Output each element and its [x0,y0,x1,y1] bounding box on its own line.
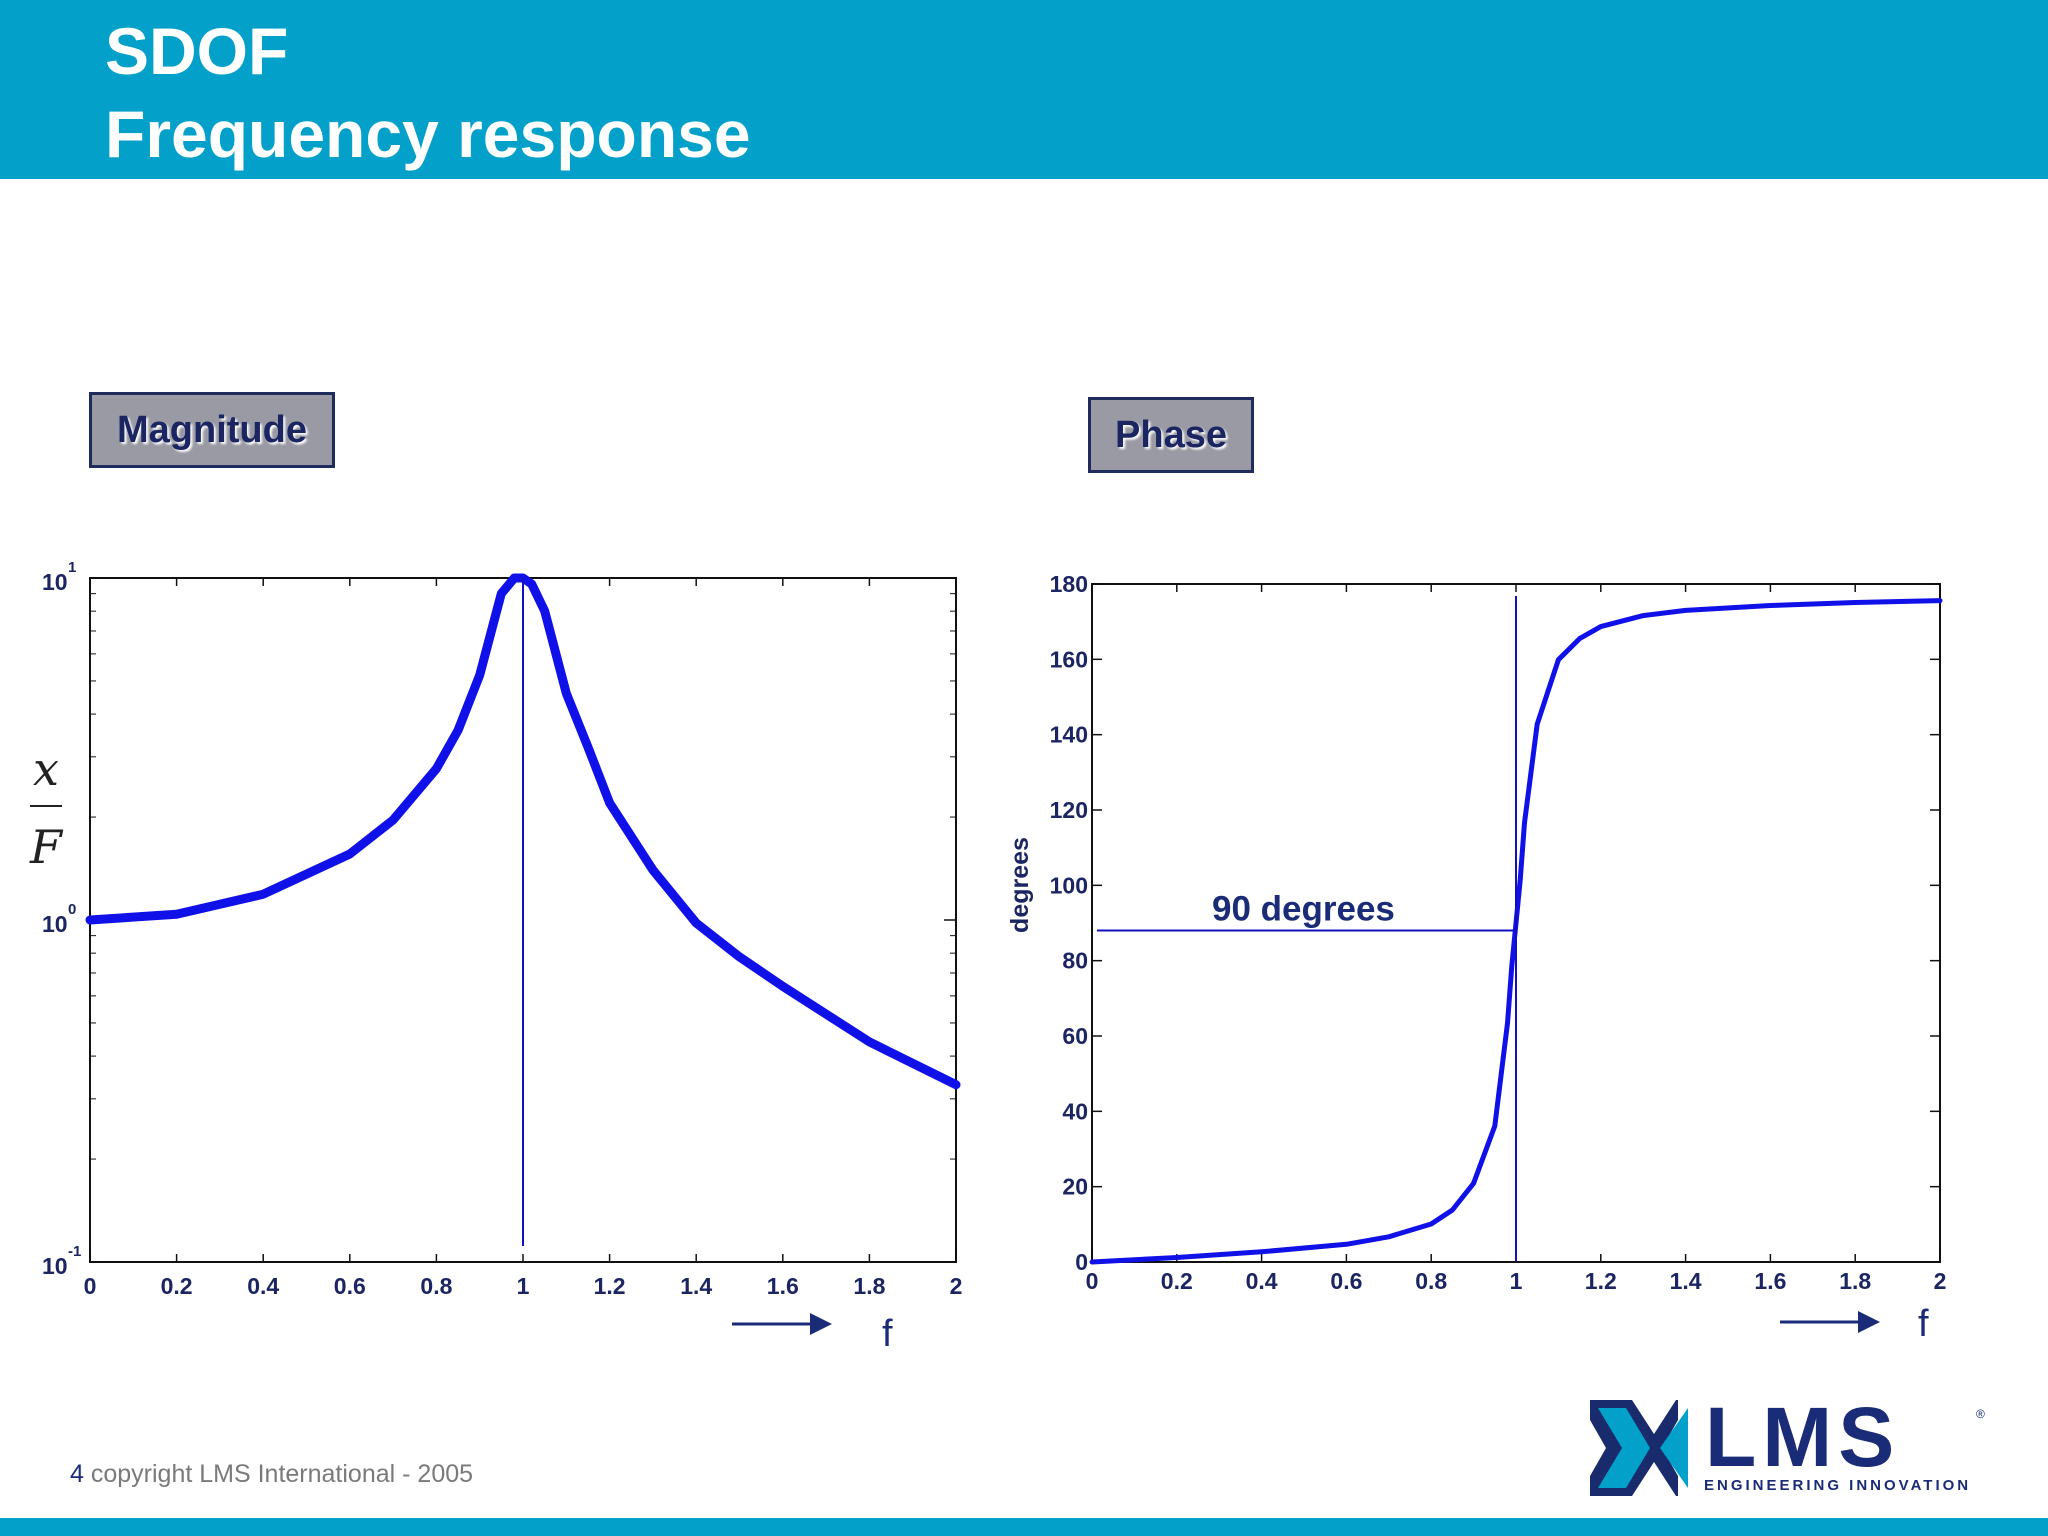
phase-x-tick-label: 1.6 [1754,1268,1786,1294]
page-number: 4 [70,1460,84,1488]
magnitude-x-tick-label: 1.2 [594,1273,626,1299]
page-title-line2: Frequency response [105,97,751,171]
magnitude-x-tick-label: 1.6 [767,1273,799,1299]
magnitude-x-tick-label: 0.8 [420,1273,452,1299]
page-title-line1: SDOF [105,14,289,88]
phase-y-tick-label: 0 [1075,1249,1088,1275]
phase-label-box: Phase [1088,397,1254,473]
phase-ylabel: degrees [1006,837,1034,933]
phase-y-tick-label: 80 [1062,948,1088,974]
magnitude-ylabel-numerator: x [33,742,59,796]
header-bar [0,0,2048,179]
phase-f-arrowhead [1858,1311,1880,1333]
magnitude-x-tick-label: 0.4 [247,1273,279,1299]
phase-y-tick-label: 160 [1050,646,1088,672]
phase-y-tick-label: 140 [1050,722,1088,748]
magnitude-f-arrowhead [810,1313,832,1335]
phase-x-tick-label: 2 [1934,1268,1947,1294]
magnitude-xlabel: f [882,1313,893,1355]
phase-xlabel: f [1918,1303,1929,1345]
logo-wordmark: LMS [1705,1398,1900,1484]
copyright-text: copyright LMS International - 2005 [90,1460,474,1488]
phase-x-tick-label: 0.4 [1246,1268,1278,1294]
phase-x-tick-label: 0.8 [1415,1268,1447,1294]
magnitude-y-tick-label: 10 [42,911,68,937]
phase-y-tick-label: 120 [1050,797,1088,823]
lms-logo: LMS ENGINEERING INNOVATION ® [1590,1398,1985,1496]
logo-tagline: ENGINEERING INNOVATION [1704,1477,1971,1494]
magnitude-y-tick-exponent: 0 [68,901,76,918]
phase-x-tick-label: 1.2 [1585,1268,1617,1294]
magnitude-label-box: Magnitude [89,392,335,468]
phase-x-tick-label: 0.6 [1330,1268,1362,1294]
magnitude-x-tick-label: 0 [84,1273,97,1299]
magnitude-y-tick-exponent: 1 [68,559,76,576]
magnitude-x-tick-label: 0.2 [161,1273,193,1299]
phase-y-tick-label: 20 [1062,1174,1088,1200]
magnitude-y-tick-exponent: -1 [68,1243,81,1260]
magnitude-y-tick-label: 10 [42,569,68,595]
phase-y-tick-label: 60 [1062,1023,1088,1049]
magnitude-x-tick-label: 1 [517,1273,530,1299]
phase-x-tick-label: 1 [1510,1268,1523,1294]
phase-annotation: 90 degrees [1212,890,1395,929]
magnitude-x-tick-label: 1.8 [853,1273,885,1299]
magnitude-y-tick-label: 10 [42,1253,68,1279]
magnitude-curve [85,573,961,1090]
phase-x-tick-label: 0 [1086,1268,1099,1294]
phase-y-tick-label: 100 [1050,872,1088,898]
magnitude-ylabel-denominator: F [29,820,64,874]
magnitude-x-tick-label: 1.4 [680,1273,712,1299]
phase-y-tick-label: 180 [1050,571,1088,597]
magnitude-x-tick-label: 0.6 [334,1273,366,1299]
magnitude-x-tick-label: 2 [950,1273,963,1299]
copyright-footer: 4 copyright LMS International - 2005 [70,1460,473,1489]
phase-y-tick-label: 40 [1062,1098,1088,1124]
phase-x-tick-label: 1.4 [1670,1268,1702,1294]
phase-x-tick-label: 0.2 [1161,1268,1193,1294]
footer-bar [0,1518,2048,1536]
phase-x-tick-label: 1.8 [1839,1268,1871,1294]
registered-mark: ® [1976,1407,1985,1421]
